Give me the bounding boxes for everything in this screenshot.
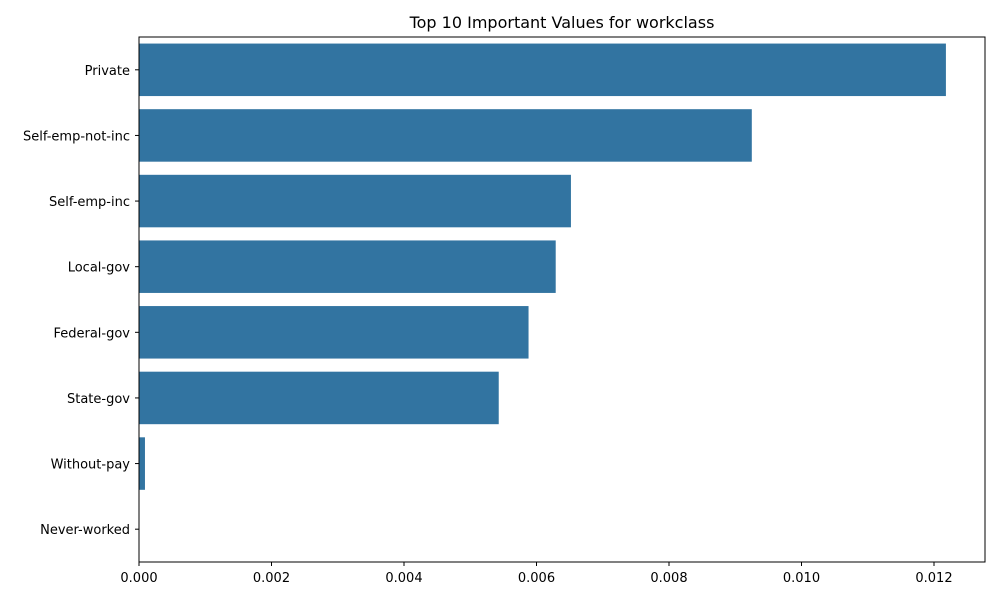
x-tick-label: 0.008	[650, 571, 687, 586]
bar	[139, 371, 499, 425]
y-tick-label: Local-gov	[68, 261, 131, 276]
bar	[139, 174, 571, 228]
y-tick-label: Private	[85, 64, 130, 79]
x-tick-label: 0.002	[253, 571, 290, 586]
plot-frame	[138, 36, 986, 563]
x-tick-label: 0.000	[120, 571, 157, 586]
y-tick-label: Federal-gov	[53, 326, 130, 341]
x-tick-label: 0.012	[915, 571, 952, 586]
bars-layer	[139, 43, 946, 490]
x-tick-label: 0.006	[518, 571, 555, 586]
y-tick-label: Self-emp-not-inc	[23, 129, 130, 144]
bar	[139, 306, 529, 359]
axes-frame	[138, 36, 986, 563]
y-tick-label: Self-emp-inc	[49, 195, 130, 210]
x-tick-label: 0.004	[385, 571, 422, 586]
bar	[139, 109, 752, 162]
y-tick-label: State-gov	[67, 392, 130, 407]
x-axis-ticks: 0.000 0.002 0.004 0.006 0.008 0.010 0.012	[120, 562, 953, 586]
x-tick-label: 0.010	[783, 571, 820, 586]
bar	[139, 437, 145, 490]
bar	[139, 43, 946, 97]
y-tick-label: Never-worked	[40, 523, 130, 538]
chart-title: Top 10 Important Values for workclass	[409, 13, 715, 32]
bar	[139, 240, 556, 293]
y-axis-ticks: Private Self-emp-not-inc Self-emp-inc Local…	[23, 64, 139, 538]
y-tick-label: Without-pay	[51, 458, 131, 473]
